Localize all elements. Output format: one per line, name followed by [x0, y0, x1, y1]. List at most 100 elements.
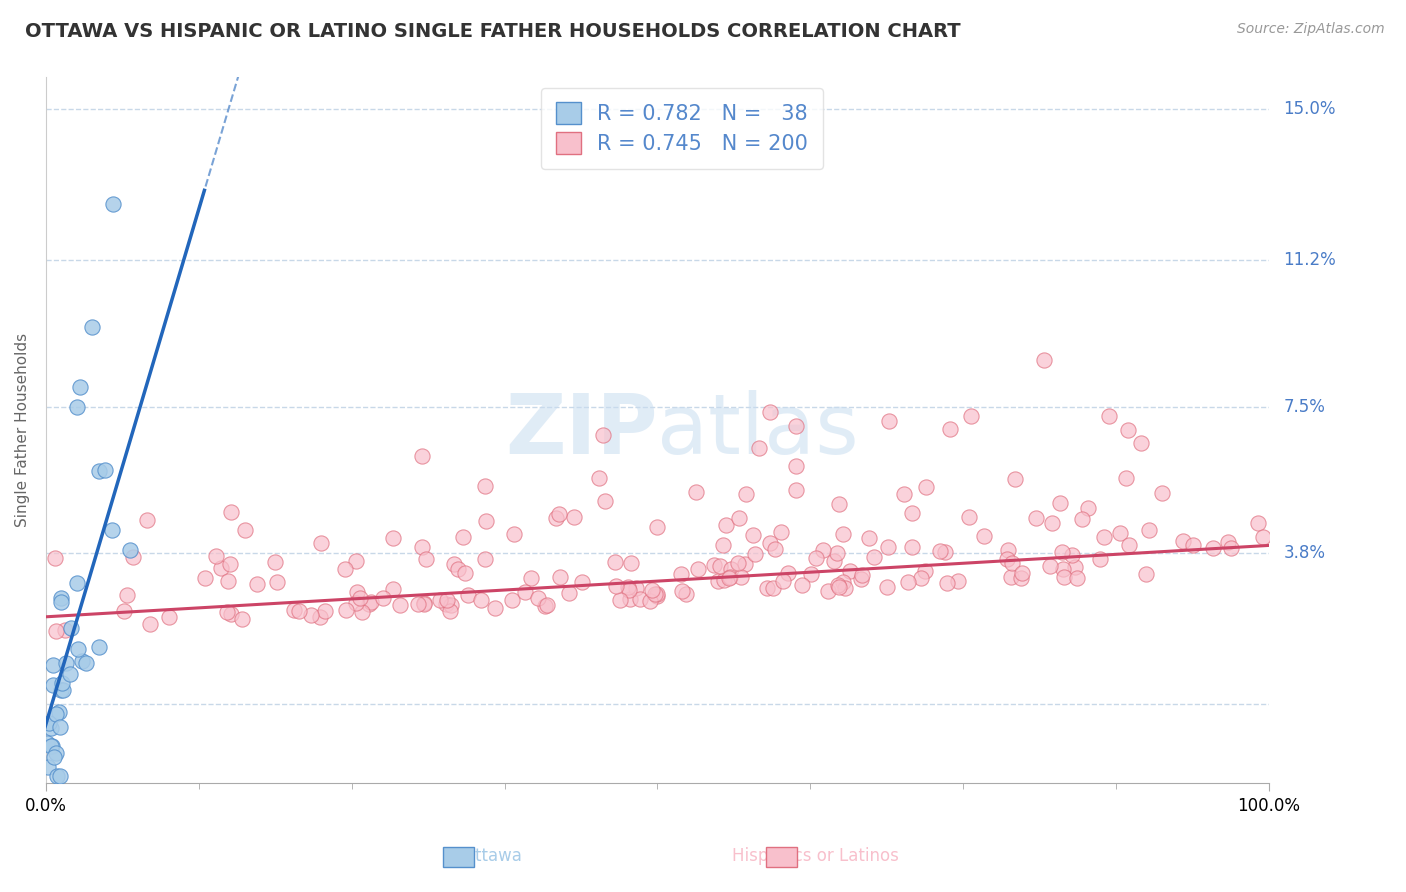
- Point: [52, 683, 75, 698]
- Point: [454, 566, 477, 580]
- Point: [314, 604, 336, 618]
- Point: [474, 514, 496, 528]
- Point: [443, 558, 465, 572]
- Point: [246, 577, 269, 591]
- Point: [557, 586, 579, 600]
- Point: [59, 621, 82, 635]
- Text: OTTAWA VS HISPANIC OR LATINO SINGLE FATHER HOUSEHOLDS CORRELATION CHART: OTTAWA VS HISPANIC OR LATINO SINGLE FATH…: [25, 22, 960, 41]
- Point: [1150, 485, 1173, 500]
- Point: [299, 608, 322, 623]
- Point: [727, 556, 749, 570]
- Point: [470, 592, 492, 607]
- Point: [707, 574, 730, 588]
- Point: [893, 487, 915, 501]
- Point: [205, 549, 228, 563]
- Point: [527, 591, 550, 606]
- Point: [484, 601, 506, 615]
- Point: [371, 591, 394, 605]
- Point: [832, 574, 855, 589]
- Point: [436, 592, 458, 607]
- Point: [413, 597, 436, 611]
- Point: [45, 769, 67, 783]
- Point: [51, 683, 73, 698]
- Point: [644, 587, 666, 601]
- Point: [75, 657, 97, 671]
- Point: [44, 551, 66, 566]
- Point: [817, 583, 839, 598]
- Point: [44, 750, 66, 764]
- Point: [901, 506, 924, 520]
- Point: [946, 574, 969, 589]
- Text: atlas: atlas: [658, 390, 859, 471]
- Point: [734, 557, 756, 571]
- Point: [209, 561, 232, 575]
- Point: [122, 550, 145, 565]
- Point: [638, 593, 661, 607]
- Point: [501, 592, 523, 607]
- Point: [536, 598, 558, 612]
- Point: [1053, 570, 1076, 584]
- Point: [118, 542, 141, 557]
- Point: [647, 590, 669, 604]
- Point: [713, 538, 735, 552]
- Point: [914, 564, 936, 578]
- Point: [1130, 435, 1153, 450]
- Point: [346, 585, 368, 599]
- Point: [94, 463, 117, 477]
- Point: [1116, 423, 1139, 437]
- Point: [49, 595, 72, 609]
- Point: [1173, 534, 1195, 549]
- Point: [785, 419, 807, 434]
- Point: [1118, 539, 1140, 553]
- Point: [997, 542, 1019, 557]
- Point: [1025, 511, 1047, 525]
- Point: [112, 604, 135, 618]
- Point: [957, 510, 980, 524]
- Point: [1066, 571, 1088, 585]
- Point: [87, 640, 110, 654]
- Point: [800, 566, 823, 581]
- Point: [308, 610, 330, 624]
- Point: [756, 582, 779, 596]
- Point: [157, 610, 180, 624]
- Point: [960, 409, 983, 423]
- Point: [412, 596, 434, 610]
- Point: [973, 529, 995, 543]
- Point: [1077, 500, 1099, 515]
- Text: 15.0%: 15.0%: [1284, 100, 1336, 118]
- Text: 11.2%: 11.2%: [1284, 251, 1336, 268]
- Point: [37, 822, 59, 837]
- Point: [851, 568, 873, 582]
- Point: [51, 676, 73, 690]
- Point: [748, 441, 770, 455]
- Point: [910, 571, 932, 585]
- Point: [38, 716, 60, 731]
- Point: [45, 746, 67, 760]
- Point: [103, 197, 125, 211]
- Point: [720, 562, 742, 576]
- Point: [605, 579, 627, 593]
- Point: [804, 550, 827, 565]
- Point: [928, 544, 950, 558]
- Point: [718, 570, 741, 584]
- Point: [59, 667, 82, 681]
- Point: [915, 480, 938, 494]
- Point: [474, 479, 496, 493]
- Text: ZIP: ZIP: [505, 390, 658, 471]
- Point: [619, 592, 641, 607]
- Point: [1001, 556, 1024, 570]
- Point: [1219, 541, 1241, 555]
- Point: [411, 540, 433, 554]
- Point: [709, 558, 731, 573]
- Point: [713, 573, 735, 587]
- Point: [1182, 539, 1205, 553]
- Point: [1202, 541, 1225, 555]
- Point: [546, 511, 568, 525]
- Point: [41, 739, 63, 753]
- Point: [388, 598, 411, 612]
- Point: [827, 578, 849, 592]
- Point: [37, 760, 59, 774]
- Text: Source: ZipAtlas.com: Source: ZipAtlas.com: [1237, 22, 1385, 37]
- Point: [135, 513, 157, 527]
- Point: [671, 583, 693, 598]
